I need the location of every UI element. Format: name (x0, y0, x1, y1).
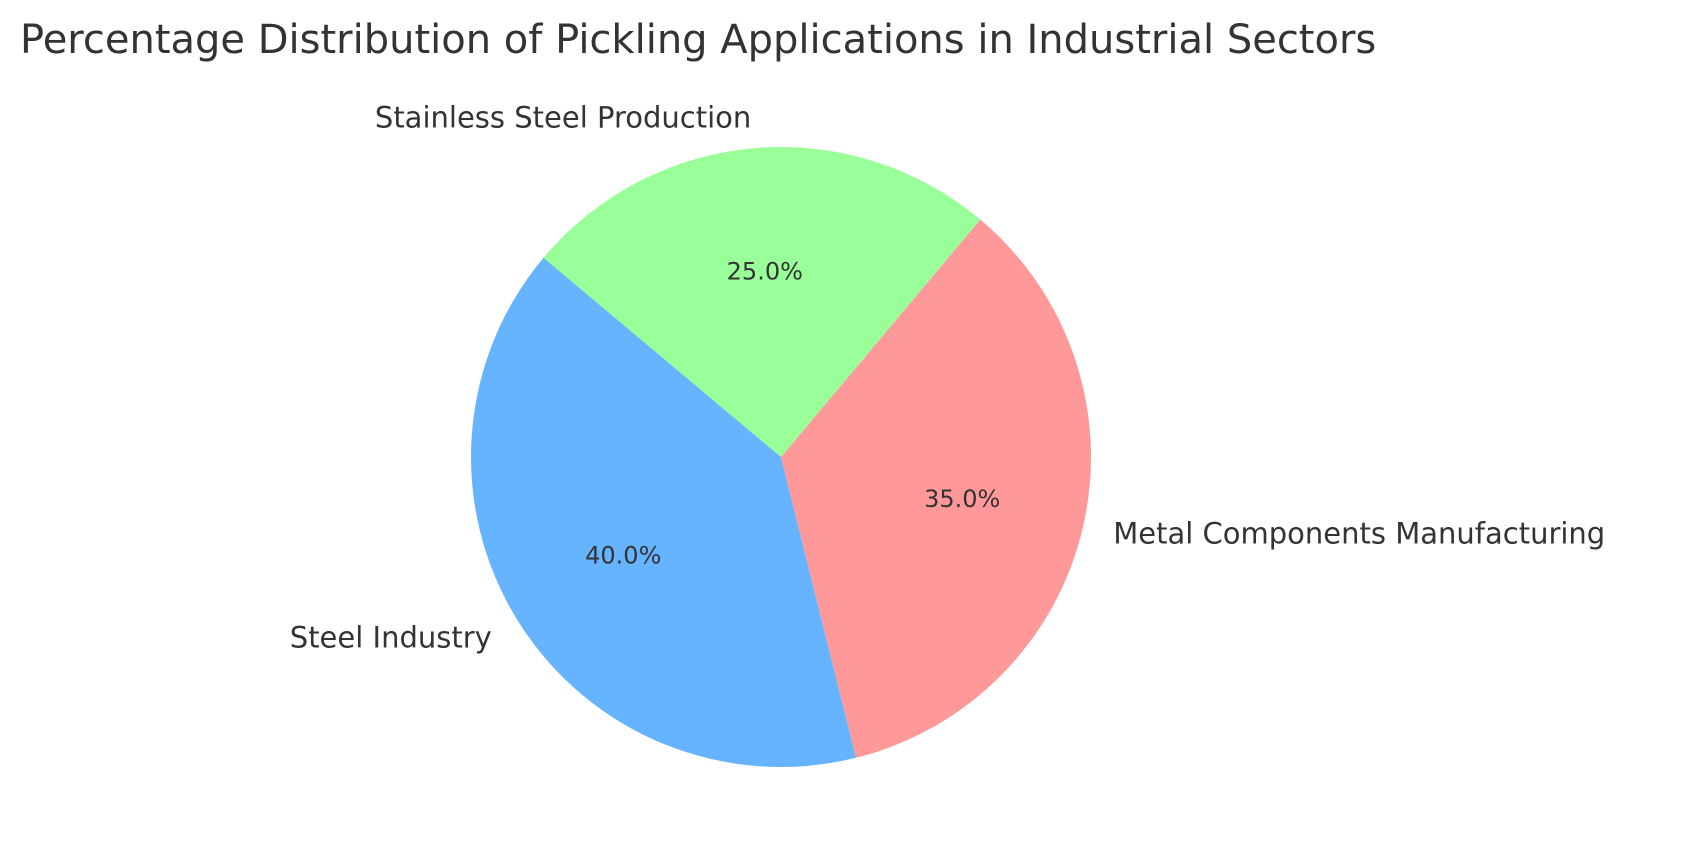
slice-label-metal-components-manufacturing: Metal Components Manufacturing (1113, 517, 1605, 551)
slice-label-stainless-steel-production: Stainless Steel Production (375, 100, 751, 134)
percent-label-metal-components-manufacturing: 35.0% (924, 485, 1000, 513)
chart-title: Percentage Distribution of Pickling Appl… (20, 17, 1376, 63)
category-labels: Steel Industry Metal Components Manufactu… (290, 100, 1605, 654)
percent-label-stainless-steel-production: 25.0% (727, 258, 803, 286)
percent-labels: 40.0% 35.0% 25.0% (585, 258, 1000, 570)
pie-slices (471, 147, 1091, 767)
pie-slice-metal-components-manufacturing (781, 219, 1091, 758)
pie-slice-stainless-steel-production (543, 147, 981, 457)
slice-label-steel-industry: Steel Industry (290, 621, 492, 655)
pie-slice-steel-industry (471, 257, 856, 767)
percent-label-steel-industry: 40.0% (585, 542, 661, 570)
